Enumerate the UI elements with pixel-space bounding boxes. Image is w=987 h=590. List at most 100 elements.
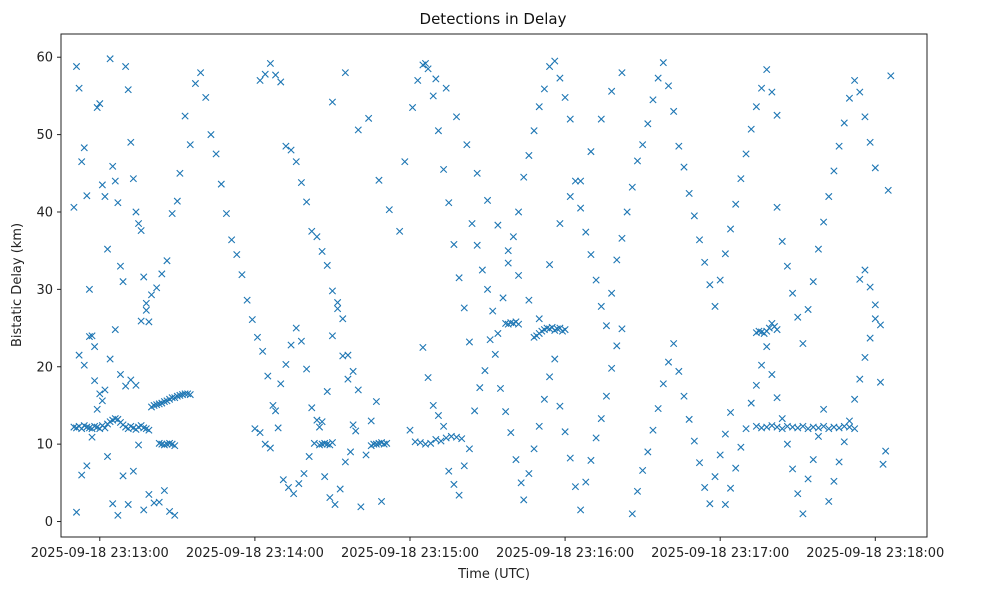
data-point [101,424,109,432]
data-point [711,302,719,310]
data-point [292,324,300,332]
data-markers [70,55,895,519]
data-point [871,164,879,172]
data-point [282,142,290,150]
data-point [217,180,225,188]
data-point [732,464,740,472]
data-point [825,192,833,201]
data-point [726,408,735,416]
data-point [323,387,331,396]
data-point [840,438,848,446]
data-point [545,373,554,381]
data-point [191,79,200,88]
data-point [222,209,231,218]
data-point [675,142,683,150]
data-point [649,96,657,104]
data-point [145,318,153,326]
data-point [778,425,786,433]
y-tick-label: 60 [36,51,53,66]
data-point [489,307,497,315]
data-point [432,435,440,444]
data-point [483,285,492,293]
data-point [75,84,83,92]
data-point [514,271,523,280]
data-point [134,441,143,449]
data-point [587,456,595,464]
data-point [840,119,848,127]
data-point [835,142,843,150]
data-point [763,423,771,431]
data-point [809,278,817,286]
data-point [556,74,564,82]
data-point [530,445,538,453]
data-point [142,299,150,307]
data-point [711,473,719,481]
data-point [514,208,523,216]
data-point [763,66,771,74]
data-point [408,103,417,112]
data-point [551,355,559,363]
data-point [512,456,520,464]
data-point [122,382,130,390]
data-point [561,428,569,436]
data-point [140,424,148,432]
data-point [233,250,241,259]
data-point [72,508,81,516]
data-point [116,262,125,270]
data-point [450,240,458,249]
data-point [445,199,453,207]
data-point [266,444,274,452]
data-point [424,373,432,382]
data-point [752,103,760,111]
data-point [783,440,791,448]
data-point [271,407,280,415]
data-point [496,384,505,393]
data-point [608,87,616,95]
data-point [613,256,621,264]
data-point [752,422,760,430]
data-point [799,422,807,430]
data-point [659,380,667,388]
data-point [424,65,432,73]
data-point [768,421,776,430]
data-point [876,378,885,386]
data-point [184,390,192,398]
data-point [773,423,781,431]
data-point [186,141,194,149]
data-point [401,158,409,166]
data-point [577,177,585,185]
data-point [628,183,636,191]
data-point [726,225,735,233]
data-point [866,138,874,146]
data-point [137,317,145,325]
data-point [93,103,101,112]
data-point [680,392,688,400]
data-point [124,500,132,509]
data-point [706,500,714,508]
data-point [328,98,337,106]
data-point [613,342,621,350]
data-point [352,427,360,435]
data-point [494,329,502,338]
data-point [385,206,393,214]
data-point [747,399,755,407]
data-point [160,441,168,449]
data-point [871,315,879,323]
data-point [481,367,489,375]
data-point [856,375,864,383]
data-point [266,59,274,67]
data-point [349,421,357,429]
data-point [845,94,854,102]
data-point [207,131,215,139]
data-point [124,86,132,94]
data-point [365,114,373,122]
data-point [856,275,864,283]
data-point [396,227,404,235]
data-point [93,405,101,413]
data-point [85,332,94,341]
data-point [328,439,337,447]
data-point [742,425,750,433]
data-point [618,325,626,333]
data-point [820,405,828,413]
